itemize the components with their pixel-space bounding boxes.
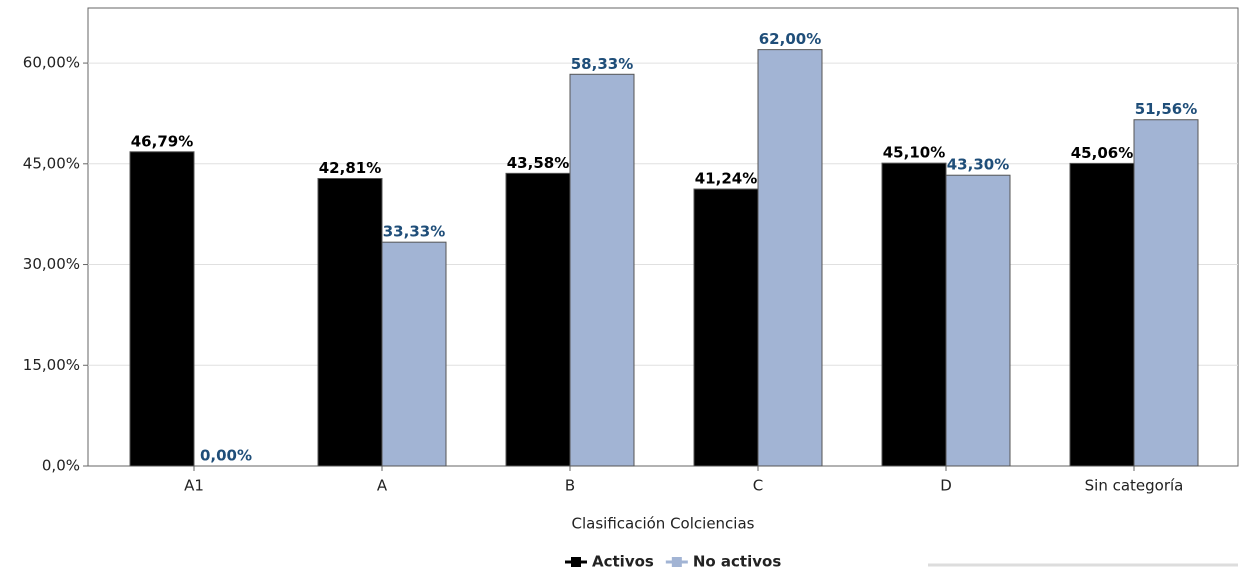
bar bbox=[757, 49, 823, 467]
value-label: 58,33% bbox=[571, 55, 633, 73]
y-tick-label: 45,00% bbox=[23, 154, 80, 172]
bar bbox=[505, 172, 571, 467]
bar bbox=[129, 151, 195, 467]
bar bbox=[945, 174, 1011, 467]
x-tick-label: D bbox=[940, 477, 952, 495]
value-label: 51,56% bbox=[1135, 100, 1197, 118]
legend-label: Activos bbox=[592, 553, 654, 571]
bar bbox=[381, 241, 447, 467]
bar bbox=[1069, 162, 1135, 467]
bar bbox=[693, 188, 759, 467]
y-tick-label: 30,00% bbox=[23, 255, 80, 273]
value-label: 43,58% bbox=[507, 154, 569, 172]
value-label: 62,00% bbox=[759, 30, 821, 48]
y-tick-label: 60,00% bbox=[23, 54, 80, 72]
x-tick-label: C bbox=[753, 477, 763, 495]
x-axis-title: Clasificación Colciencias bbox=[572, 515, 755, 533]
y-tick-label: 0,0% bbox=[42, 457, 80, 475]
y-tick-label: 15,00% bbox=[23, 356, 80, 374]
bar bbox=[1133, 119, 1199, 467]
value-label: 45,06% bbox=[1071, 144, 1133, 162]
value-label: 45,10% bbox=[883, 144, 945, 162]
legend-marker bbox=[671, 557, 682, 567]
value-label: 0,00% bbox=[200, 447, 252, 465]
bar bbox=[317, 178, 383, 467]
x-tick-label: A1 bbox=[184, 477, 204, 495]
x-tick-label: B bbox=[565, 477, 575, 495]
value-label: 41,24% bbox=[695, 170, 757, 188]
value-label: 46,79% bbox=[131, 132, 193, 150]
legend-marker bbox=[571, 557, 581, 567]
bar bbox=[569, 73, 635, 467]
legend-label: No activos bbox=[693, 553, 781, 571]
plot-frame bbox=[87, 7, 1239, 467]
bar bbox=[881, 162, 947, 467]
x-tick-label: Sin categoría bbox=[1085, 477, 1184, 495]
value-label: 33,33% bbox=[383, 223, 445, 241]
value-label: 43,30% bbox=[947, 156, 1009, 174]
x-tick-label: A bbox=[377, 477, 388, 495]
value-label: 42,81% bbox=[319, 159, 381, 177]
